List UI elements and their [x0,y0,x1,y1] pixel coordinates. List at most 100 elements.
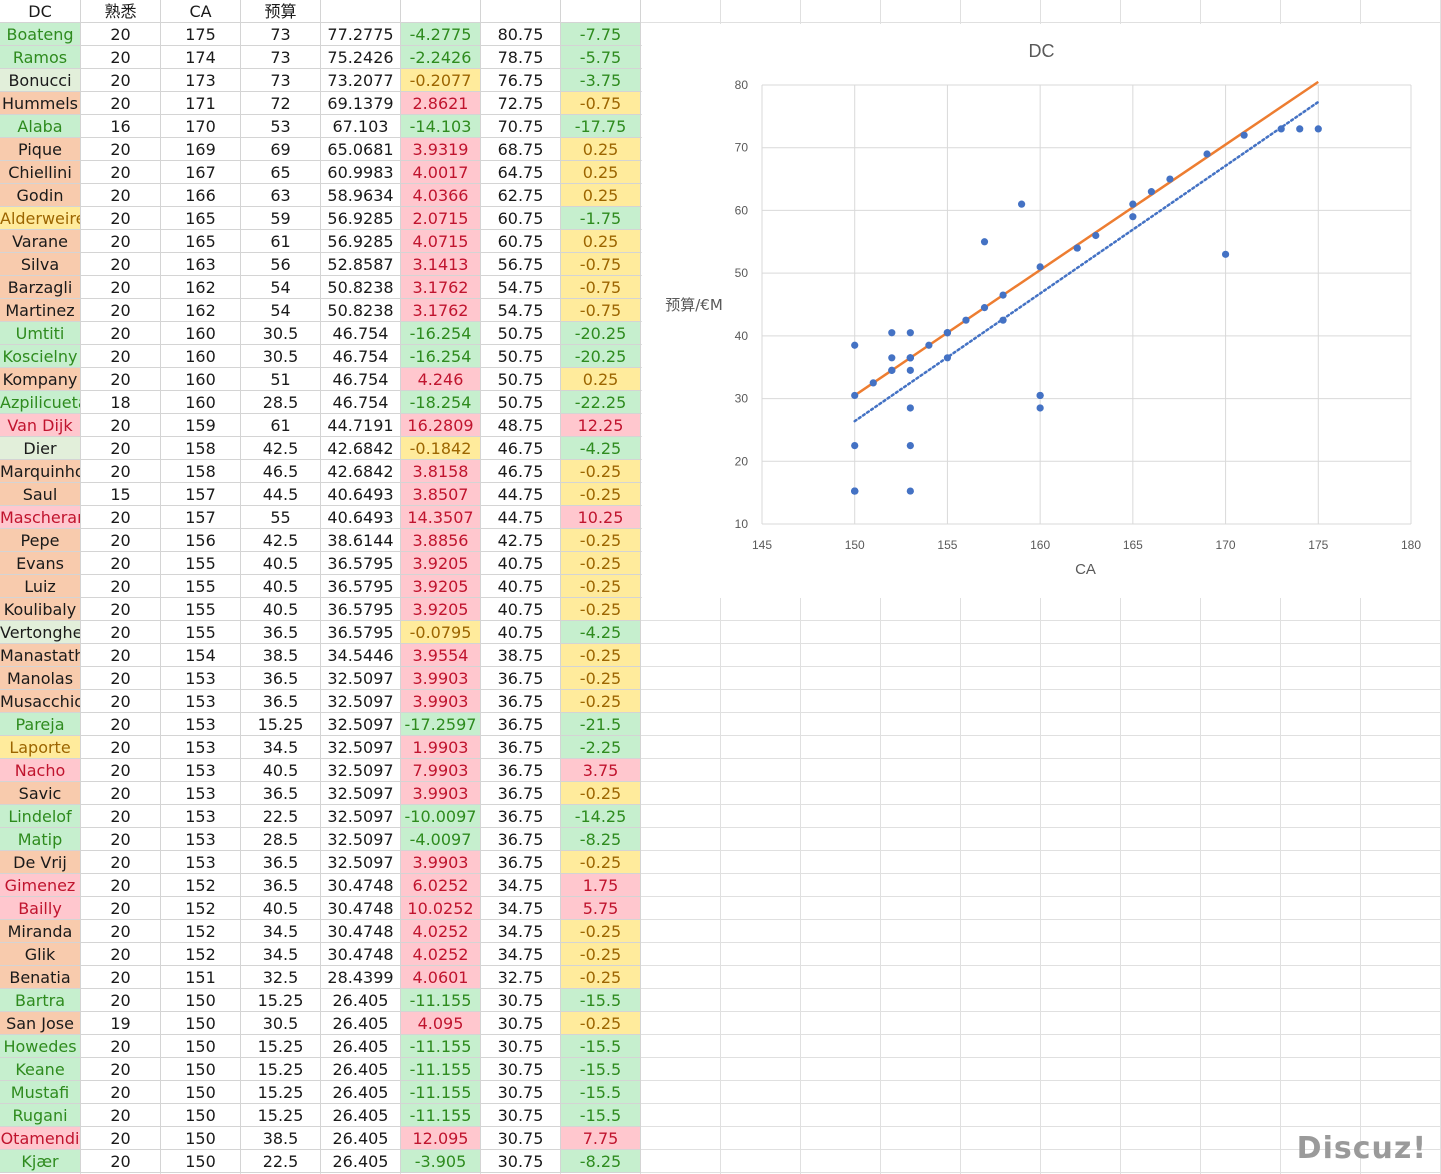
predicted-cell[interactable]: 40.6493 [321,506,401,529]
ca-cell[interactable]: 156 [161,529,241,552]
ca-cell[interactable]: 158 [161,460,241,483]
delta-cell[interactable]: -15.5 [561,1035,641,1058]
ca-cell[interactable]: 150 [161,1081,241,1104]
player-name-cell[interactable]: Azpilicueta [0,391,81,414]
familiarity-cell[interactable]: 20 [81,207,161,230]
budget-cell[interactable]: 56 [241,253,321,276]
player-name-cell[interactable]: Varane [0,230,81,253]
familiarity-cell[interactable]: 20 [81,920,161,943]
familiarity-cell[interactable]: 20 [81,782,161,805]
diff-cell[interactable]: 3.1762 [401,299,481,322]
value-cell[interactable]: 36.75 [481,828,561,851]
familiarity-cell[interactable]: 20 [81,368,161,391]
delta-cell[interactable]: -4.25 [561,437,641,460]
player-name-cell[interactable]: Hummels [0,92,81,115]
diff-cell[interactable]: 4.246 [401,368,481,391]
diff-cell[interactable]: -4.0097 [401,828,481,851]
budget-cell[interactable]: 59 [241,207,321,230]
value-cell[interactable]: 70.75 [481,115,561,138]
familiarity-cell[interactable]: 20 [81,598,161,621]
budget-cell[interactable]: 69 [241,138,321,161]
delta-cell[interactable]: 12.25 [561,414,641,437]
diff-cell[interactable]: -3.905 [401,1150,481,1173]
budget-cell[interactable]: 44.5 [241,483,321,506]
ca-cell[interactable]: 150 [161,1127,241,1150]
delta-cell[interactable]: -5.75 [561,46,641,69]
delta-cell[interactable]: -0.25 [561,920,641,943]
ca-cell[interactable]: 157 [161,483,241,506]
delta-cell[interactable]: -0.25 [561,575,641,598]
budget-cell[interactable]: 73 [241,69,321,92]
diff-cell[interactable]: 3.8856 [401,529,481,552]
familiarity-cell[interactable]: 20 [81,46,161,69]
budget-cell[interactable]: 53 [241,115,321,138]
value-cell[interactable]: 30.75 [481,1150,561,1173]
delta-cell[interactable]: -8.25 [561,828,641,851]
value-cell[interactable]: 34.75 [481,874,561,897]
delta-cell[interactable]: -0.25 [561,598,641,621]
player-name-cell[interactable]: Pique [0,138,81,161]
ca-cell[interactable]: 162 [161,299,241,322]
delta-cell[interactable]: -0.25 [561,644,641,667]
predicted-cell[interactable]: 36.5795 [321,575,401,598]
delta-cell[interactable]: -2.25 [561,736,641,759]
familiarity-cell[interactable]: 20 [81,1127,161,1150]
budget-cell[interactable]: 38.5 [241,644,321,667]
predicted-cell[interactable]: 34.5446 [321,644,401,667]
value-cell[interactable]: 46.75 [481,437,561,460]
familiarity-cell[interactable]: 20 [81,253,161,276]
diff-cell[interactable]: 12.095 [401,1127,481,1150]
familiarity-cell[interactable]: 20 [81,299,161,322]
delta-cell[interactable]: 0.25 [561,230,641,253]
predicted-cell[interactable]: 56.9285 [321,230,401,253]
value-cell[interactable]: 36.75 [481,805,561,828]
player-name-cell[interactable]: Musacchio [0,690,81,713]
budget-cell[interactable]: 54 [241,276,321,299]
budget-cell[interactable]: 15.25 [241,1058,321,1081]
predicted-cell[interactable]: 30.4748 [321,874,401,897]
diff-cell[interactable]: 4.095 [401,1012,481,1035]
player-name-cell[interactable]: Saul [0,483,81,506]
value-cell[interactable]: 30.75 [481,1104,561,1127]
predicted-cell[interactable]: 50.8238 [321,276,401,299]
diff-cell[interactable]: -11.155 [401,989,481,1012]
familiarity-cell[interactable]: 20 [81,644,161,667]
ca-cell[interactable]: 150 [161,989,241,1012]
predicted-cell[interactable]: 28.4399 [321,966,401,989]
budget-cell[interactable]: 34.5 [241,736,321,759]
predicted-cell[interactable]: 42.6842 [321,460,401,483]
ca-cell[interactable]: 173 [161,69,241,92]
player-name-cell[interactable]: Gimenez [0,874,81,897]
ca-cell[interactable]: 152 [161,874,241,897]
header-cell[interactable] [401,0,481,23]
predicted-cell[interactable]: 40.6493 [321,483,401,506]
predicted-cell[interactable]: 32.5097 [321,851,401,874]
budget-cell[interactable]: 73 [241,46,321,69]
delta-cell[interactable]: -17.75 [561,115,641,138]
diff-cell[interactable]: 1.9903 [401,736,481,759]
delta-cell[interactable]: -15.5 [561,1058,641,1081]
delta-cell[interactable]: 7.75 [561,1127,641,1150]
diff-cell[interactable]: 3.9903 [401,782,481,805]
familiarity-cell[interactable]: 20 [81,276,161,299]
delta-cell[interactable]: -14.25 [561,805,641,828]
value-cell[interactable]: 54.75 [481,276,561,299]
predicted-cell[interactable]: 69.1379 [321,92,401,115]
familiarity-cell[interactable]: 20 [81,897,161,920]
predicted-cell[interactable]: 26.405 [321,1058,401,1081]
familiarity-cell[interactable]: 15 [81,483,161,506]
delta-cell[interactable]: -0.75 [561,276,641,299]
player-name-cell[interactable]: Nacho [0,759,81,782]
ca-cell[interactable]: 153 [161,736,241,759]
ca-cell[interactable]: 165 [161,230,241,253]
player-name-cell[interactable]: Bartra [0,989,81,1012]
predicted-cell[interactable]: 77.2775 [321,23,401,46]
diff-cell[interactable]: 10.0252 [401,897,481,920]
player-name-cell[interactable]: Howedes [0,1035,81,1058]
player-name-cell[interactable]: Dier [0,437,81,460]
value-cell[interactable]: 42.75 [481,529,561,552]
value-cell[interactable]: 60.75 [481,230,561,253]
player-name-cell[interactable]: Rugani [0,1104,81,1127]
diff-cell[interactable]: 4.0252 [401,943,481,966]
budget-cell[interactable]: 42.5 [241,529,321,552]
